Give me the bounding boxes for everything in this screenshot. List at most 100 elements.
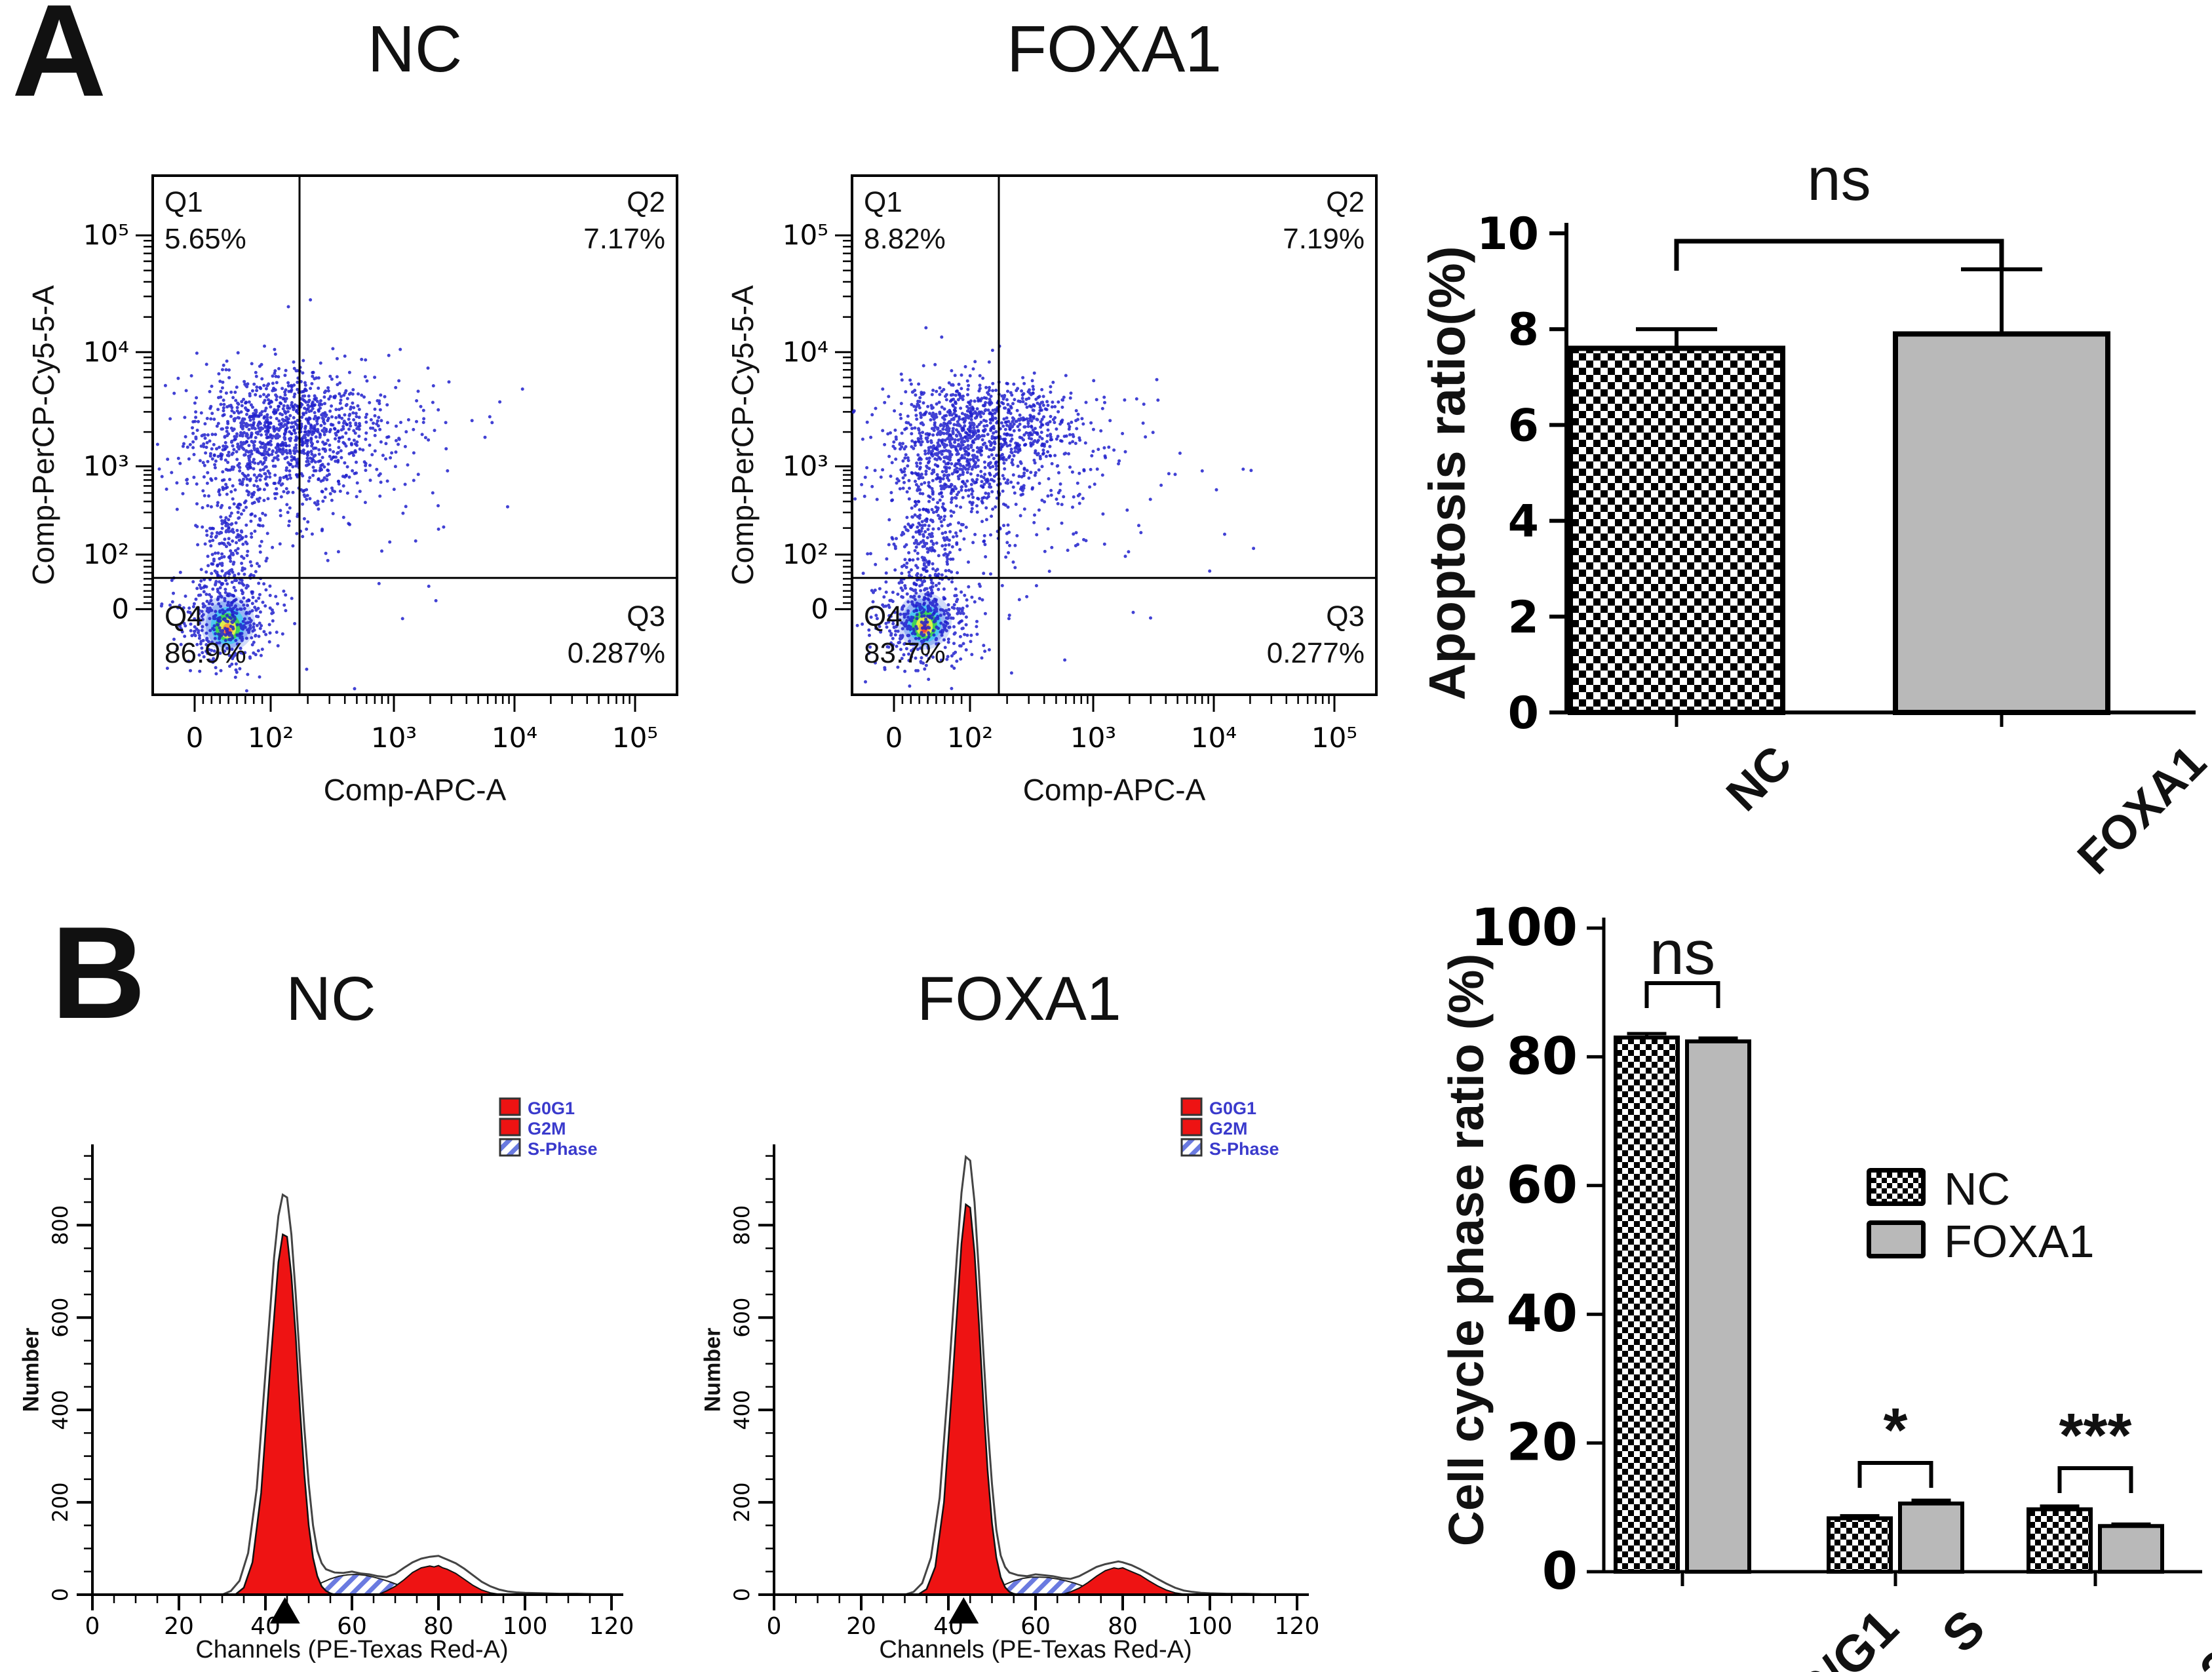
y-tick-label: 400 bbox=[48, 1390, 73, 1430]
hist-foxa1-legend-g2m: G2M bbox=[1209, 1119, 1248, 1138]
x-tick-label: 100 bbox=[1188, 1613, 1233, 1640]
flow-nc-q2-value: 7.17% bbox=[583, 223, 665, 255]
y-tick-label: 0 bbox=[1542, 1542, 1578, 1601]
scatter-cluster bbox=[163, 344, 368, 520]
y-tick-label: 800 bbox=[729, 1205, 754, 1245]
cellcycle-hist-nc bbox=[77, 1097, 623, 1623]
hist-foxa1-xlabel: Channels (PE-Texas Red-A) bbox=[879, 1636, 1192, 1663]
legend-swatch-g0g1 bbox=[1180, 1097, 1203, 1116]
y-tick-label: 10 bbox=[1477, 208, 1539, 260]
flow-foxa1-q4-label: Q4 bbox=[864, 600, 902, 632]
flow-nc-q3-label: Q3 bbox=[627, 600, 665, 632]
y-tick-label: 10⁴ bbox=[83, 336, 129, 368]
y-tick-label: 400 bbox=[729, 1390, 754, 1430]
flow-nc-q4-value: 86.9% bbox=[165, 637, 246, 669]
scatter-cluster bbox=[159, 554, 297, 693]
x-tick-label: 120 bbox=[1275, 1613, 1320, 1640]
cellcycle-legend-foxa1-swatch bbox=[1867, 1220, 1926, 1258]
bar-nc-2 bbox=[2027, 1507, 2093, 1574]
y-tick-label: 200 bbox=[48, 1483, 73, 1523]
hist-nc-legend-g0g1: G0G1 bbox=[528, 1098, 575, 1118]
gate-marker-triangle bbox=[948, 1597, 979, 1623]
y-tick-label: 200 bbox=[729, 1483, 754, 1523]
hist-foxa1-legend-sphase: S-Phase bbox=[1209, 1139, 1279, 1159]
hist-nc-xlabel: Channels (PE-Texas Red-A) bbox=[195, 1636, 509, 1663]
flow-foxa1-title: FOXA1 bbox=[1007, 12, 1222, 86]
significance-bracket-1 bbox=[1857, 1461, 1933, 1488]
panel-a-label: A bbox=[12, 0, 107, 124]
y-tick-label: 800 bbox=[48, 1205, 73, 1245]
x-tick-label: 10² bbox=[947, 722, 993, 754]
x-tick-label: 80 bbox=[1108, 1613, 1138, 1640]
x-tick-label: 0 bbox=[767, 1613, 782, 1640]
x-tick-label: 10³ bbox=[1070, 722, 1116, 754]
x-tick-label: 10² bbox=[248, 722, 294, 754]
y-tick-label: 10² bbox=[83, 538, 129, 570]
cellcycle-legend-nc-swatch bbox=[1867, 1168, 1926, 1206]
bar-nc-1 bbox=[1827, 1516, 1893, 1574]
cellcycle-hist-foxa1 bbox=[758, 1097, 1309, 1623]
cellcycle-bar-chart bbox=[1587, 918, 2202, 1586]
series-g2m bbox=[378, 1565, 504, 1595]
cellcycle-ylabel: Cell cycle phase ratio (%) bbox=[1439, 953, 1494, 1547]
x-tick-label: 10⁵ bbox=[612, 722, 658, 754]
cellcycle-ns-label: ns bbox=[1649, 918, 1716, 988]
bar-nc bbox=[1568, 345, 1785, 715]
legend-swatch-g2m bbox=[499, 1118, 521, 1137]
hist-foxa1-legend-g0g1: G0G1 bbox=[1209, 1098, 1257, 1118]
hist-nc-ylabel: Number bbox=[18, 1327, 44, 1412]
flow-foxa1-q2-value: 7.19% bbox=[1283, 223, 1365, 255]
scatter-cluster bbox=[160, 298, 510, 691]
y-tick-label: 10³ bbox=[783, 450, 828, 482]
y-tick-label: 100 bbox=[1471, 899, 1578, 958]
x-tick-label: 10⁴ bbox=[492, 722, 537, 754]
flow-nc-q1-value: 5.65% bbox=[165, 223, 246, 255]
bar-foxa1-1 bbox=[1898, 1501, 1964, 1574]
scatter-cluster bbox=[300, 375, 524, 467]
x-tick-label: 20 bbox=[846, 1613, 876, 1640]
flow-nc-q2-label: Q2 bbox=[627, 186, 665, 218]
series-outline bbox=[904, 1155, 1297, 1596]
y-tick-label: 10⁵ bbox=[783, 219, 828, 251]
flow-foxa1-q2-label: Q2 bbox=[1326, 186, 1365, 218]
y-tick-label: 10⁵ bbox=[83, 219, 129, 251]
series-g2m bbox=[1061, 1567, 1188, 1595]
x-tick-label: 10⁴ bbox=[1191, 722, 1237, 754]
legend-swatch-g0g1 bbox=[499, 1097, 521, 1116]
flow-nc-ylabel: Comp-PerCP-Cy5-5-A bbox=[26, 285, 60, 585]
x-tick-label: 60 bbox=[1020, 1613, 1051, 1640]
panel-b-label: B bbox=[51, 900, 146, 1046]
y-tick-label: 80 bbox=[1506, 1027, 1578, 1086]
y-tick-label: 4 bbox=[1508, 496, 1539, 548]
bar-foxa1-0 bbox=[1685, 1039, 1751, 1574]
flow-foxa1-q1-label: Q1 bbox=[864, 186, 902, 218]
cellcycle-star-label: * bbox=[1883, 1395, 1908, 1465]
y-tick-label: 0 bbox=[811, 593, 828, 625]
scatter-points bbox=[155, 298, 524, 693]
hist-nc-legend-sphase: S-Phase bbox=[528, 1139, 598, 1159]
y-tick-label: 0 bbox=[111, 593, 129, 625]
x-tick-label: 80 bbox=[423, 1613, 454, 1640]
significance-bracket-0 bbox=[1644, 981, 1720, 1008]
flow-foxa1-q1-value: 8.82% bbox=[864, 223, 946, 255]
y-tick-label: 600 bbox=[729, 1298, 754, 1338]
y-tick-label: 0 bbox=[729, 1588, 754, 1601]
y-tick-label: 6 bbox=[1508, 400, 1539, 452]
flow-plot-foxa1 bbox=[835, 174, 1378, 712]
legend-swatch-g2m bbox=[1180, 1118, 1203, 1137]
x-tick-label: 10³ bbox=[371, 722, 417, 754]
y-tick-label: 60 bbox=[1506, 1156, 1578, 1215]
series-g0g1 bbox=[233, 1233, 335, 1596]
x-tick-label: 40 bbox=[250, 1613, 281, 1640]
scatter-cluster bbox=[927, 369, 1112, 478]
y-tick-label: 0 bbox=[48, 1588, 73, 1601]
apoptosis-ns-label: ns bbox=[1807, 146, 1871, 213]
flow-nc-title: NC bbox=[367, 12, 463, 86]
apoptosis-bar-chart bbox=[1549, 223, 2196, 727]
x-tick-label: 0 bbox=[186, 722, 204, 754]
x-tick-label: 10⁵ bbox=[1311, 722, 1357, 754]
flow-plot-nc bbox=[136, 174, 678, 712]
flow-nc-q1-label: Q1 bbox=[165, 186, 203, 218]
legend-swatch-s-phase bbox=[1180, 1138, 1203, 1157]
